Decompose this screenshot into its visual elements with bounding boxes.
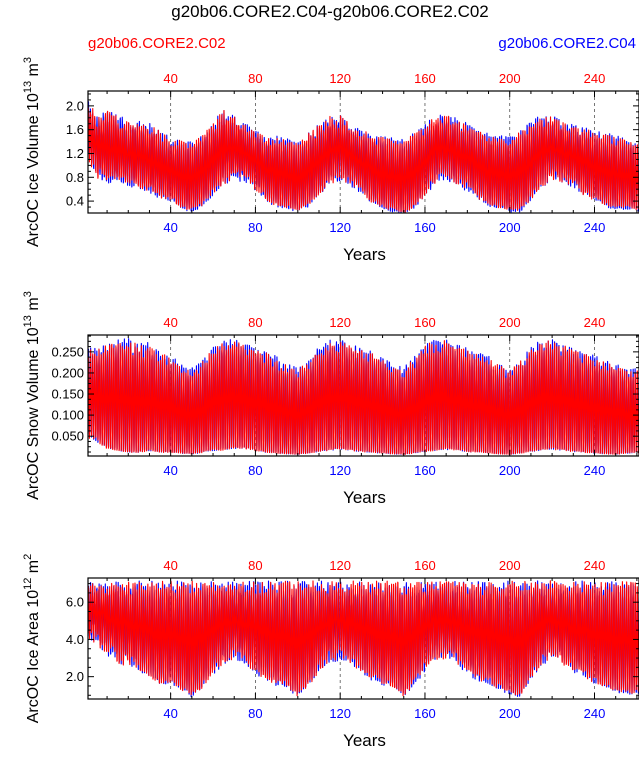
x-axis-label: Years bbox=[343, 488, 386, 507]
panel-frame bbox=[87, 334, 639, 457]
x-tick-label-top: 200 bbox=[499, 71, 521, 86]
x-tick-label-top: 240 bbox=[584, 71, 606, 86]
x-tick-label-top: 200 bbox=[499, 315, 521, 330]
y-axis-label-unit-exp: 3 bbox=[22, 57, 34, 63]
y-tick-label: 0.150 bbox=[51, 387, 84, 402]
x-tick-label-top: 200 bbox=[499, 558, 521, 573]
x-tick-label-top: 80 bbox=[248, 315, 262, 330]
y-axis-label-main: ArcOC Snow Volume 10 bbox=[25, 327, 42, 500]
y-axis-label-unit-exp: 3 bbox=[22, 291, 34, 297]
y-axis-label-exp: 13 bbox=[22, 81, 34, 93]
x-tick-label-bottom: 200 bbox=[499, 220, 521, 235]
y-tick-label: 1.2 bbox=[66, 146, 84, 161]
legend-series-c02: g20b06.CORE2.C02 bbox=[88, 35, 226, 52]
panel-snow-volume: 0.050 0.100 0.150 0.200 0.250 40 40 80 80 120 120 1… bbox=[22, 291, 639, 507]
y-tick-label: 4.0 bbox=[66, 632, 84, 647]
series-group bbox=[88, 338, 639, 456]
x-tick-label-top: 240 bbox=[584, 558, 606, 573]
figure-title: g20b06.CORE2.C04-g20b06.CORE2.C02 bbox=[171, 2, 489, 21]
panels: 0.40.81.21.62.04040808012012016016020020… bbox=[22, 57, 639, 750]
y-axis-label: ArcOC Snow Volume 1013 m3 bbox=[22, 291, 42, 500]
x-tick-label-bottom: 200 bbox=[499, 706, 521, 721]
x-tick-label-bottom: 40 bbox=[163, 463, 177, 478]
y-axis-label: ArcOC Ice Volume 1013 m3 bbox=[22, 57, 42, 247]
series-group bbox=[88, 580, 639, 698]
x-tick-label-bottom: 120 bbox=[329, 220, 351, 235]
y-axis-label-main: ArcOC Ice Volume 10 bbox=[25, 93, 42, 247]
y-axis-label: ArcOC Ice Area 1012 m2 bbox=[22, 554, 42, 724]
y-tick-label: 0.4 bbox=[66, 194, 84, 209]
y-axis-label-unit-exp: 2 bbox=[22, 554, 34, 560]
y-tick-label: 6.0 bbox=[66, 595, 84, 610]
x-tick-label-bottom: 40 bbox=[163, 220, 177, 235]
x-tick-label-bottom: 80 bbox=[248, 220, 262, 235]
y-tick-label: 0.250 bbox=[51, 344, 84, 359]
panel-frame bbox=[87, 90, 639, 214]
legend-series-c04: g20b06.CORE2.C04 bbox=[498, 35, 636, 52]
x-tick-label-top: 40 bbox=[163, 558, 177, 573]
x-tick-label-bottom: 240 bbox=[584, 463, 606, 478]
x-tick-label-bottom: 160 bbox=[414, 706, 436, 721]
y-tick-label: 1.6 bbox=[66, 122, 84, 137]
series-line-c02 bbox=[88, 107, 639, 213]
series-line-c02 bbox=[88, 580, 639, 697]
x-tick-label-bottom: 240 bbox=[584, 706, 606, 721]
x-tick-label-bottom: 80 bbox=[248, 706, 262, 721]
x-tick-label-bottom: 240 bbox=[584, 220, 606, 235]
x-tick-label-top: 240 bbox=[584, 315, 606, 330]
series-group bbox=[88, 101, 639, 213]
panel-frame bbox=[87, 577, 639, 700]
x-tick-label-top: 160 bbox=[414, 71, 436, 86]
x-tick-label-top: 40 bbox=[163, 315, 177, 330]
y-tick-label: 2.0 bbox=[66, 669, 84, 684]
y-axis-label-main: ArcOC Ice Area 10 bbox=[25, 590, 42, 723]
x-tick-label-top: 120 bbox=[329, 71, 351, 86]
x-tick-label-top: 80 bbox=[248, 71, 262, 86]
x-tick-label-bottom: 200 bbox=[499, 463, 521, 478]
y-tick-label: 0.8 bbox=[66, 170, 84, 185]
y-tick-label: 2.0 bbox=[66, 98, 84, 113]
y-tick-label: 0.200 bbox=[51, 365, 84, 380]
x-axis-label: Years bbox=[343, 731, 386, 750]
series-line-c02 bbox=[88, 340, 639, 456]
x-tick-label-bottom: 160 bbox=[414, 220, 436, 235]
x-tick-label-top: 120 bbox=[329, 558, 351, 573]
x-tick-label-top: 80 bbox=[248, 558, 262, 573]
y-tick-label: 0.050 bbox=[51, 429, 84, 444]
y-axis-label-exp: 12 bbox=[22, 578, 34, 590]
x-tick-label-bottom: 120 bbox=[329, 706, 351, 721]
x-tick-label-bottom: 160 bbox=[414, 463, 436, 478]
x-tick-label-top: 120 bbox=[329, 315, 351, 330]
y-axis-label-unit: m bbox=[25, 297, 42, 315]
y-axis-label-unit: m bbox=[25, 560, 42, 578]
x-tick-label-top: 160 bbox=[414, 315, 436, 330]
y-tick-label: 0.100 bbox=[51, 408, 84, 423]
panel-ice-area: 2.0 4.0 6.0 40 40 80 80 120 120 160 160 200 200 240 24… bbox=[22, 554, 639, 750]
y-axis-label-exp: 13 bbox=[22, 315, 34, 327]
x-tick-label-bottom: 120 bbox=[329, 463, 351, 478]
x-tick-label-top: 40 bbox=[163, 71, 177, 86]
x-tick-label-top: 160 bbox=[414, 558, 436, 573]
panel-ice-volume: 0.4 0.8 1.2 1.6 2.0 40 40 80 80 120 120 160 160 200 20… bbox=[22, 57, 639, 264]
y-axis-label-unit: m bbox=[25, 63, 42, 81]
x-axis-label: Years bbox=[343, 245, 386, 264]
x-tick-label-bottom: 80 bbox=[248, 463, 262, 478]
x-tick-label-bottom: 40 bbox=[163, 706, 177, 721]
